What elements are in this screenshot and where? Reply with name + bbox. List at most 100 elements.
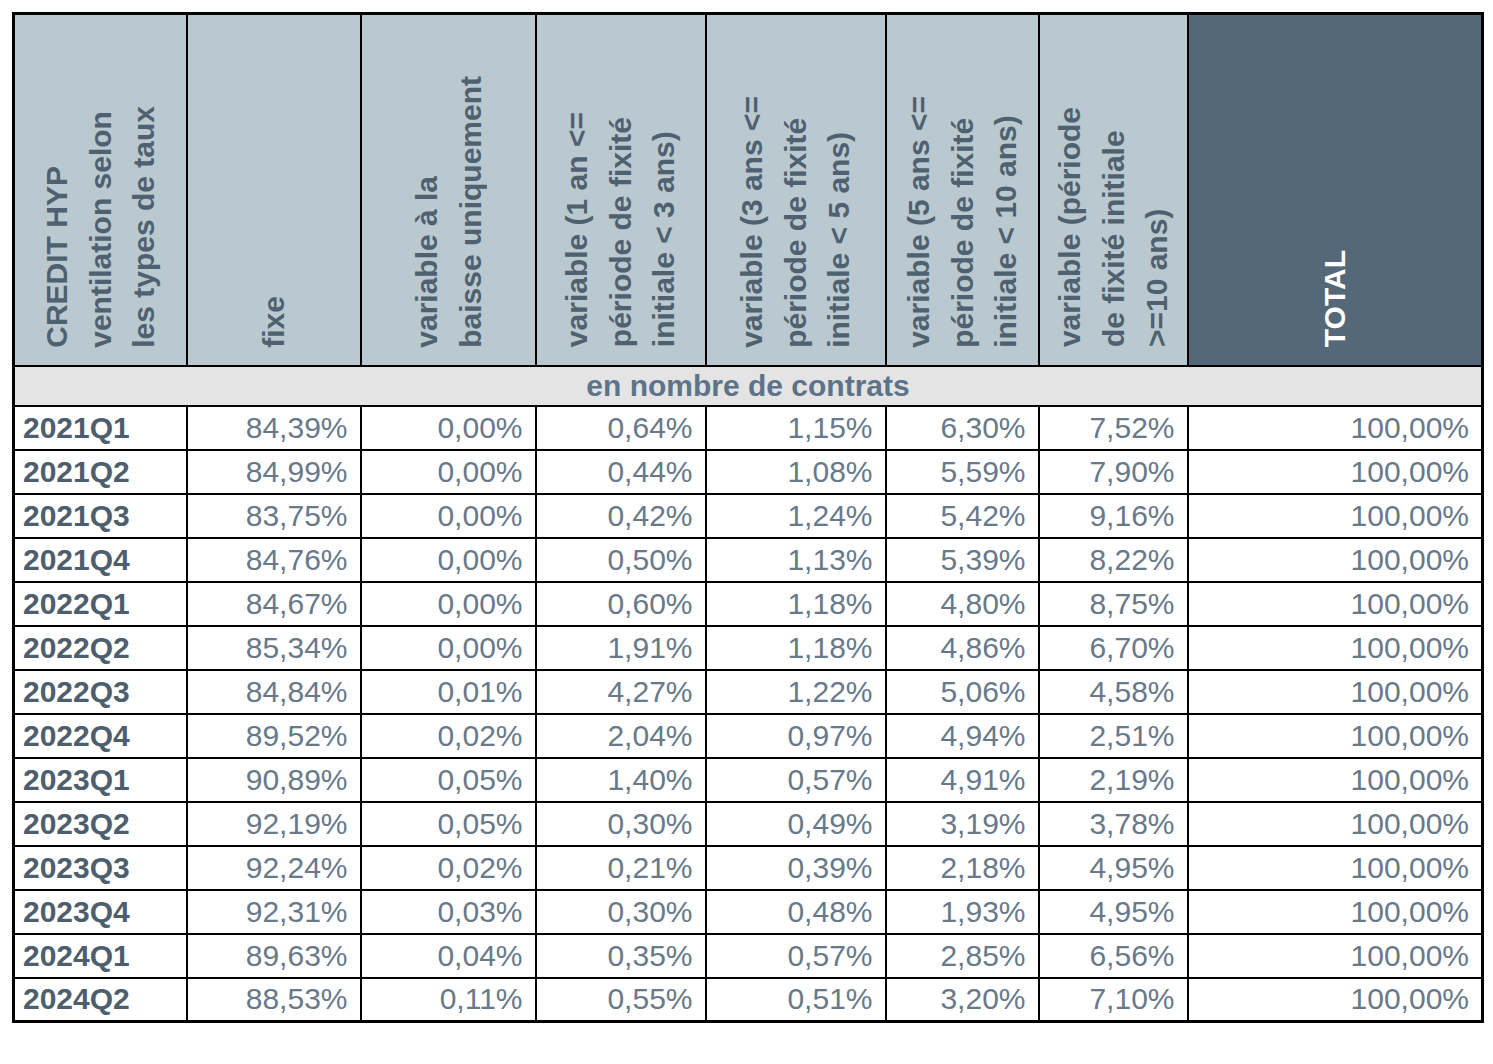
value-cell: 1,15% (706, 406, 886, 450)
value-cell: 4,91% (886, 758, 1039, 802)
value-cell: 1,18% (706, 582, 886, 626)
column-header-variable-1-3: variable (1 an <= période de fixité init… (536, 14, 706, 366)
value-cell: 0,01% (361, 670, 536, 714)
value-cell: 0,03% (361, 890, 536, 934)
total-value-cell: 100,00% (1188, 846, 1483, 890)
column-header-label: variable (période de fixité initiale >=1… (1048, 107, 1179, 347)
table-row: 2023Q1 90,89% 0,05% 1,40% 0,57% 4,91% 2,… (14, 758, 1483, 802)
period-label: 2022Q1 (14, 582, 187, 626)
column-header-label: variable (3 ans <= période de fixité ini… (730, 96, 861, 348)
column-header-label: variable à la baisse uniquement (405, 76, 492, 348)
column-header-variable-baisse: variable à la baisse uniquement (361, 14, 536, 366)
total-value-cell: 100,00% (1188, 758, 1483, 802)
table-row: 2022Q4 89,52% 0,02% 2,04% 0,97% 4,94% 2,… (14, 714, 1483, 758)
value-cell: 9,16% (1039, 494, 1188, 538)
table-row: 2022Q2 85,34% 0,00% 1,91% 1,18% 4,86% 6,… (14, 626, 1483, 670)
value-cell: 8,75% (1039, 582, 1188, 626)
value-cell: 1,24% (706, 494, 886, 538)
value-cell: 92,24% (187, 846, 361, 890)
value-cell: 1,22% (706, 670, 886, 714)
column-header-row: CREDIT HYP ventilation selon les types d… (14, 14, 1483, 366)
period-label: 2022Q2 (14, 626, 187, 670)
period-label: 2023Q1 (14, 758, 187, 802)
value-cell: 0,00% (361, 406, 536, 450)
total-value-cell: 100,00% (1188, 494, 1483, 538)
value-cell: 92,31% (187, 890, 361, 934)
value-cell: 0,02% (361, 846, 536, 890)
total-value-cell: 100,00% (1188, 582, 1483, 626)
value-cell: 0,97% (706, 714, 886, 758)
table-body: 2021Q1 84,39% 0,00% 0,64% 1,15% 6,30% 7,… (14, 406, 1483, 1022)
total-value-cell: 100,00% (1188, 538, 1483, 582)
column-header-variable-10plus: variable (période de fixité initiale >=1… (1039, 14, 1188, 366)
value-cell: 92,19% (187, 802, 361, 846)
value-cell: 90,89% (187, 758, 361, 802)
value-cell: 85,34% (187, 626, 361, 670)
value-cell: 6,30% (886, 406, 1039, 450)
value-cell: 0,57% (706, 758, 886, 802)
table-row: 2021Q4 84,76% 0,00% 0,50% 1,13% 5,39% 8,… (14, 538, 1483, 582)
period-label: 2023Q3 (14, 846, 187, 890)
value-cell: 0,00% (361, 450, 536, 494)
value-cell: 89,63% (187, 934, 361, 978)
value-cell: 3,20% (886, 978, 1039, 1022)
value-cell: 5,06% (886, 670, 1039, 714)
table-row: 2023Q4 92,31% 0,03% 0,30% 0,48% 1,93% 4,… (14, 890, 1483, 934)
value-cell: 3,19% (886, 802, 1039, 846)
period-label: 2021Q3 (14, 494, 187, 538)
value-cell: 6,56% (1039, 934, 1188, 978)
period-label: 2021Q1 (14, 406, 187, 450)
value-cell: 6,70% (1039, 626, 1188, 670)
total-value-cell: 100,00% (1188, 406, 1483, 450)
value-cell: 0,39% (706, 846, 886, 890)
table-row: 2023Q3 92,24% 0,02% 0,21% 0,39% 2,18% 4,… (14, 846, 1483, 890)
period-label: 2023Q4 (14, 890, 187, 934)
column-header-label: variable (5 ans <= période de fixité ini… (897, 96, 1028, 348)
table-row: 2023Q2 92,19% 0,05% 0,30% 0,49% 3,19% 3,… (14, 802, 1483, 846)
column-header-label: fixe (252, 296, 296, 348)
value-cell: 0,00% (361, 626, 536, 670)
value-cell: 0,00% (361, 582, 536, 626)
total-value-cell: 100,00% (1188, 890, 1483, 934)
value-cell: 1,08% (706, 450, 886, 494)
value-cell: 0,44% (536, 450, 706, 494)
value-cell: 84,76% (187, 538, 361, 582)
table-row: 2021Q2 84,99% 0,00% 0,44% 1,08% 5,59% 7,… (14, 450, 1483, 494)
value-cell: 1,93% (886, 890, 1039, 934)
value-cell: 2,04% (536, 714, 706, 758)
value-cell: 0,21% (536, 846, 706, 890)
period-label: 2021Q2 (14, 450, 187, 494)
value-cell: 0,35% (536, 934, 706, 978)
credit-hyp-rate-type-table: CREDIT HYP ventilation selon les types d… (12, 12, 1484, 1023)
value-cell: 0,00% (361, 494, 536, 538)
value-cell: 5,59% (886, 450, 1039, 494)
table-row: 2021Q1 84,39% 0,00% 0,64% 1,15% 6,30% 7,… (14, 406, 1483, 450)
column-header-total: TOTAL (1188, 14, 1483, 366)
value-cell: 2,51% (1039, 714, 1188, 758)
value-cell: 0,55% (536, 978, 706, 1022)
value-cell: 0,42% (536, 494, 706, 538)
table-row: 2021Q3 83,75% 0,00% 0,42% 1,24% 5,42% 9,… (14, 494, 1483, 538)
value-cell: 7,52% (1039, 406, 1188, 450)
total-value-cell: 100,00% (1188, 802, 1483, 846)
value-cell: 4,86% (886, 626, 1039, 670)
table-row: 2024Q2 88,53% 0,11% 0,55% 0,51% 3,20% 7,… (14, 978, 1483, 1022)
value-cell: 2,18% (886, 846, 1039, 890)
table-row: 2022Q3 84,84% 0,01% 4,27% 1,22% 5,06% 4,… (14, 670, 1483, 714)
value-cell: 88,53% (187, 978, 361, 1022)
value-cell: 0,49% (706, 802, 886, 846)
value-cell: 1,18% (706, 626, 886, 670)
value-cell: 0,51% (706, 978, 886, 1022)
value-cell: 1,40% (536, 758, 706, 802)
value-cell: 84,84% (187, 670, 361, 714)
value-cell: 0,30% (536, 890, 706, 934)
period-label: 2024Q1 (14, 934, 187, 978)
value-cell: 5,39% (886, 538, 1039, 582)
column-header-variable-3-5: variable (3 ans <= période de fixité ini… (706, 14, 886, 366)
value-cell: 3,78% (1039, 802, 1188, 846)
value-cell: 4,95% (1039, 846, 1188, 890)
value-cell: 4,80% (886, 582, 1039, 626)
period-label: 2022Q4 (14, 714, 187, 758)
total-value-cell: 100,00% (1188, 670, 1483, 714)
period-label: 2022Q3 (14, 670, 187, 714)
